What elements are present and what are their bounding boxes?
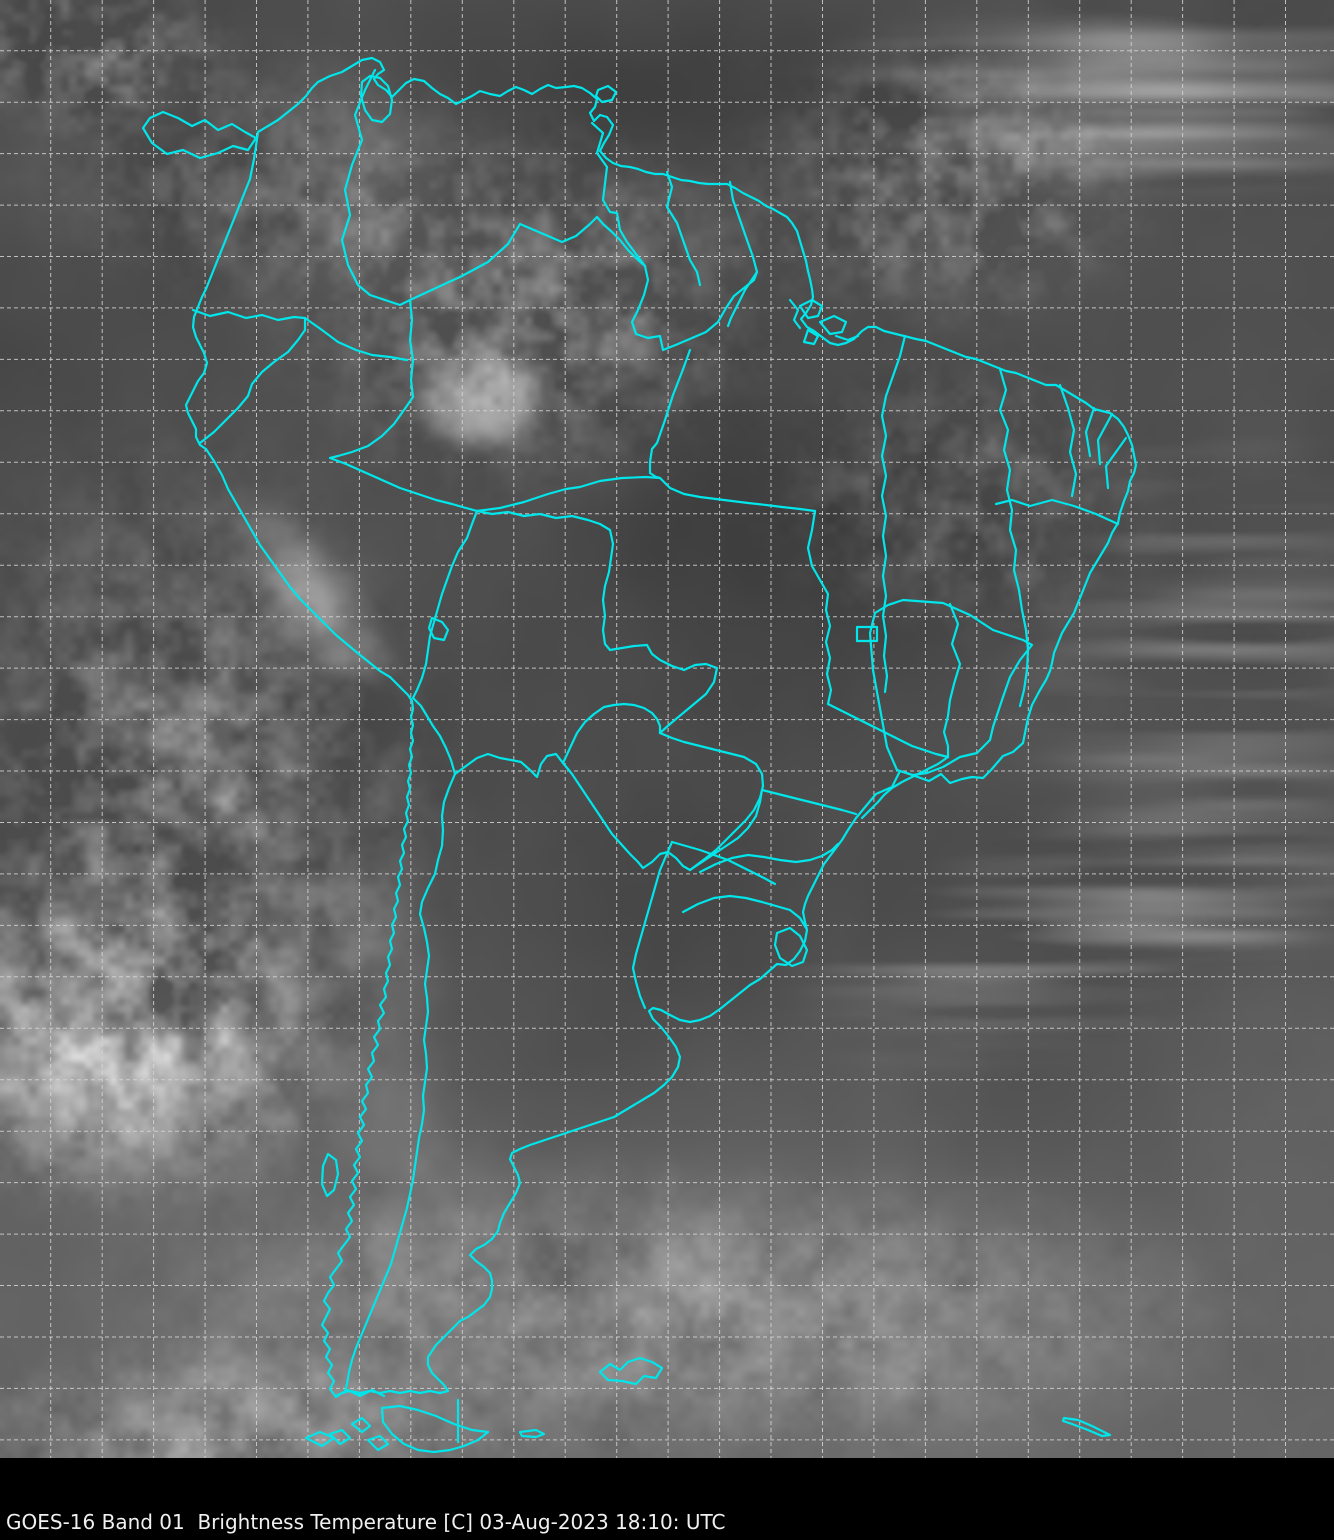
border-tierradelfuego-island — [380, 1404, 490, 1454]
border-magellan-islet-1 — [350, 1416, 372, 1434]
border-amapa-para — [726, 270, 759, 328]
border-paraguay-brazil — [658, 731, 765, 872]
border-bolivia-brazil — [475, 509, 719, 735]
border-argentina-uruguay — [631, 840, 674, 1010]
border-minas-gerais-loop — [868, 598, 1034, 777]
border-colombia-peru — [303, 316, 409, 362]
border-lagoa-mirim — [773, 926, 809, 968]
border-goias-minas — [826, 702, 950, 759]
border-venezuela-brazil — [408, 215, 647, 302]
caption-bar: GOES-16 Band 01 Brightness Temperature [… — [0, 1458, 1334, 1540]
border-bolivia-paraguay — [561, 702, 662, 765]
satellite-imagery-canvas — [0, 0, 1334, 1458]
border-amazon-delta-2 — [818, 314, 848, 336]
border-pernambuco-bahia — [994, 498, 1120, 526]
border-chiloe-island — [320, 1152, 340, 1198]
border-paraguay-argentina — [561, 761, 692, 872]
border-paraiba — [1096, 412, 1114, 466]
border-amazon-delta-3 — [802, 328, 820, 346]
border-magellan-islet-3 — [366, 1434, 390, 1452]
border-santacatarina-riograndedosul — [681, 894, 808, 930]
border-guyana-suriname — [665, 170, 702, 287]
border-amazon-delta-5 — [834, 334, 860, 342]
border-piaui-ceara — [1058, 383, 1078, 498]
border-lake-maracaibo — [359, 74, 394, 124]
border-falkland-islands — [598, 1356, 664, 1386]
border-amazon-delta-4 — [788, 298, 802, 330]
border-coastline-mainland — [184, 56, 1138, 1399]
border-venezuela-guyana — [590, 121, 647, 268]
border-argentina-brazil-misiones — [688, 788, 764, 872]
border-ceara-riograndedonorte — [1084, 406, 1096, 458]
country-borders — [141, 56, 1138, 1454]
border-colombia-brazil — [408, 298, 415, 399]
border-peru-bolivia — [411, 509, 479, 700]
border-peru-brazil — [328, 395, 479, 513]
border-brazil-north-guianas — [661, 270, 759, 352]
border-saopaulo-parana — [760, 788, 858, 816]
border-tocantins-notch — [855, 625, 879, 643]
border-bolivia-argentina — [453, 752, 565, 779]
border-pernambuco — [1104, 436, 1128, 490]
border-minas-saopaulo — [860, 755, 950, 820]
border-amazon-delta-1 — [798, 298, 824, 320]
border-chile-bolivia — [411, 696, 457, 776]
border-chile-argentina — [343, 772, 457, 1394]
border-magellan-islet-2 — [328, 1428, 352, 1446]
border-guyana-brazil — [630, 264, 665, 352]
border-bahia-minas-west — [942, 602, 962, 759]
caption-text: GOES-16 Band 01 Brightness Temperature [… — [6, 1510, 726, 1534]
border-trinidad — [594, 84, 618, 104]
border-lake-titicaca — [427, 616, 450, 642]
border-panama — [141, 110, 258, 160]
border-para-maranhao — [880, 334, 907, 694]
border-magellan-peninsula — [334, 1388, 386, 1398]
border-south-georgia — [1061, 1416, 1112, 1438]
border-colombia-ecuador — [191, 308, 307, 322]
latlon-grid — [0, 0, 1334, 1458]
border-maranhao-piaui — [998, 367, 1030, 708]
map-overlay — [0, 0, 1334, 1458]
border-para-tocantins — [806, 509, 833, 706]
border-roraima-state-line — [648, 348, 692, 480]
border-magellan-islet-4 — [304, 1430, 336, 1448]
border-ecuador-peru — [198, 316, 307, 445]
border-parana-santacatarina — [698, 842, 840, 874]
border-suriname-frenchguiana — [728, 180, 759, 274]
border-colombia-venezuela — [340, 68, 412, 307]
border-amazonas-state-line — [475, 475, 817, 513]
border-isla-de-los-estados — [518, 1428, 546, 1439]
